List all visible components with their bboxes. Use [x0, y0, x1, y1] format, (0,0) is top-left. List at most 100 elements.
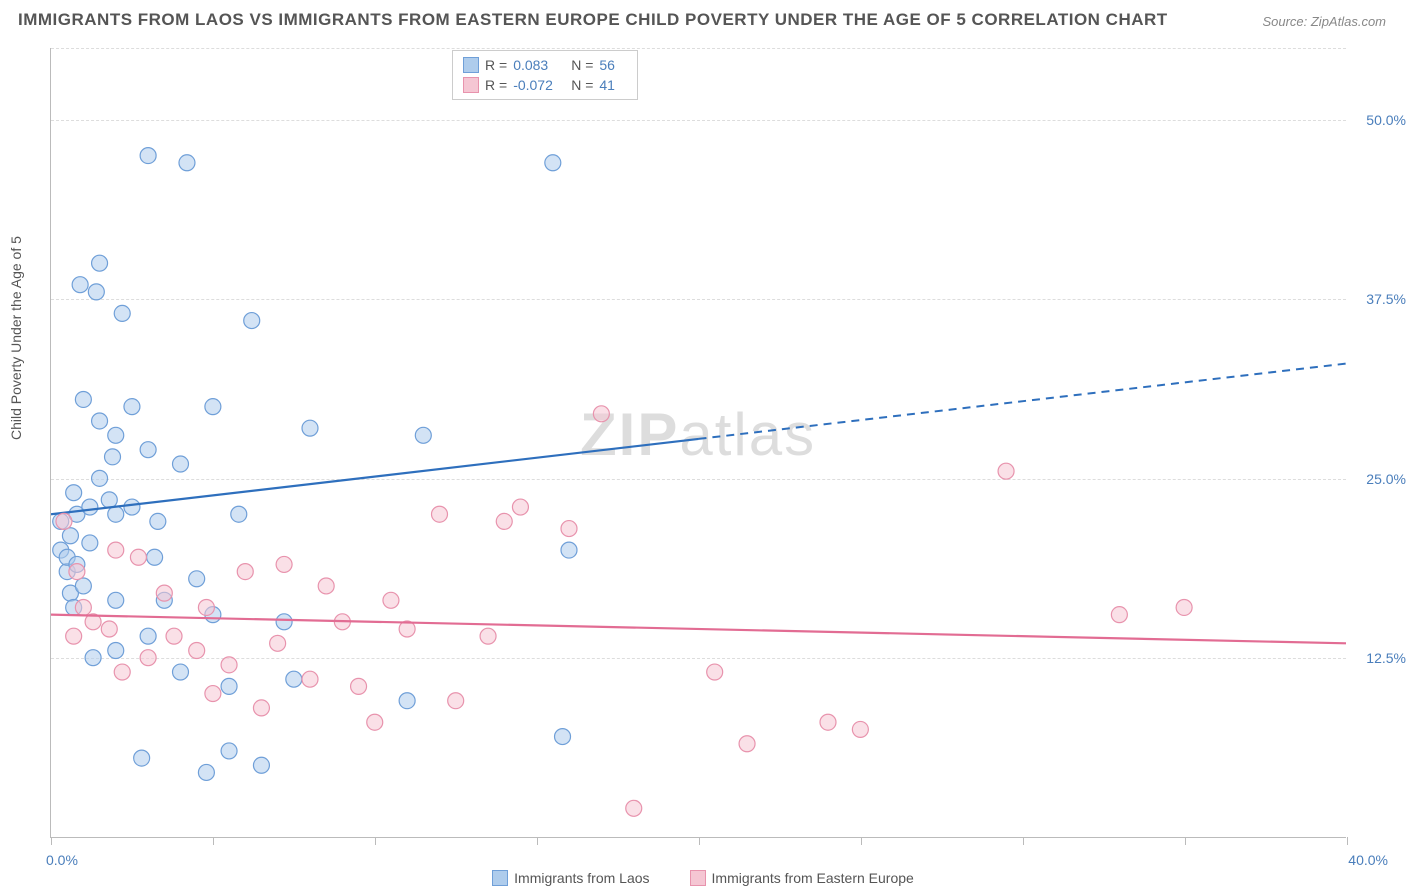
legend-swatch-laos — [492, 870, 508, 886]
data-point — [156, 585, 172, 601]
stats-row-laos: R = 0.083 N = 56 — [463, 55, 627, 75]
data-point — [276, 556, 292, 572]
data-point — [140, 442, 156, 458]
data-point — [545, 155, 561, 171]
data-point — [108, 643, 124, 659]
data-point — [150, 513, 166, 529]
data-point — [147, 549, 163, 565]
x-axis-min-label: 0.0% — [46, 852, 78, 868]
data-point — [302, 671, 318, 687]
data-point — [66, 485, 82, 501]
data-point — [166, 628, 182, 644]
trend-line-dashed — [699, 364, 1347, 439]
stats-swatch-laos — [463, 57, 479, 73]
data-point — [140, 148, 156, 164]
chart-area: 12.5%25.0%37.5%50.0% — [50, 48, 1346, 838]
data-point — [101, 492, 117, 508]
data-point — [205, 686, 221, 702]
xtick — [699, 837, 700, 845]
data-point — [221, 743, 237, 759]
data-point — [237, 564, 253, 580]
data-point — [561, 521, 577, 537]
data-point — [75, 578, 91, 594]
data-point — [92, 470, 108, 486]
data-point — [707, 664, 723, 680]
data-point — [101, 621, 117, 637]
data-point — [108, 427, 124, 443]
data-point — [56, 513, 72, 529]
r-value-laos: 0.083 — [513, 57, 565, 73]
data-point — [173, 456, 189, 472]
data-point — [561, 542, 577, 558]
data-point — [593, 406, 609, 422]
data-point — [852, 721, 868, 737]
data-point — [189, 571, 205, 587]
xtick — [51, 837, 52, 845]
data-point — [383, 592, 399, 608]
data-point — [82, 499, 98, 515]
chart-title: IMMIGRANTS FROM LAOS VS IMMIGRANTS FROM … — [18, 10, 1168, 30]
r-value-eeu: -0.072 — [513, 77, 565, 93]
data-point — [555, 729, 571, 745]
data-point — [72, 277, 88, 293]
data-point — [88, 284, 104, 300]
legend-swatch-eeu — [690, 870, 706, 886]
data-point — [432, 506, 448, 522]
xtick — [1347, 837, 1348, 845]
correlation-stats-box: R = 0.083 N = 56 R = -0.072 N = 41 — [452, 50, 638, 100]
data-point — [198, 764, 214, 780]
data-point — [85, 650, 101, 666]
data-point — [351, 678, 367, 694]
data-point — [480, 628, 496, 644]
source-label: Source: ZipAtlas.com — [1262, 14, 1386, 29]
data-point — [173, 664, 189, 680]
r-label: R = — [485, 77, 507, 93]
data-point — [114, 664, 130, 680]
data-point — [253, 757, 269, 773]
legend-item-eeu: Immigrants from Eastern Europe — [690, 870, 914, 886]
data-point — [189, 643, 205, 659]
data-point — [998, 463, 1014, 479]
data-point — [92, 413, 108, 429]
data-point — [1176, 599, 1192, 615]
scatter-plot-svg — [51, 48, 1346, 837]
trend-line-solid — [51, 615, 1346, 644]
legend-label-laos: Immigrants from Laos — [514, 870, 649, 886]
xtick — [213, 837, 214, 845]
n-value-eeu: 41 — [599, 77, 627, 93]
data-point — [626, 800, 642, 816]
xtick — [375, 837, 376, 845]
xtick — [1023, 837, 1024, 845]
legend-bottom: Immigrants from Laos Immigrants from Eas… — [0, 870, 1406, 886]
xtick — [537, 837, 538, 845]
data-point — [69, 564, 85, 580]
data-point — [302, 420, 318, 436]
data-point — [276, 614, 292, 630]
ytick-label: 25.0% — [1352, 471, 1406, 487]
data-point — [62, 528, 78, 544]
data-point — [140, 650, 156, 666]
data-point — [92, 255, 108, 271]
data-point — [105, 449, 121, 465]
data-point — [124, 499, 140, 515]
data-point — [66, 628, 82, 644]
data-point — [367, 714, 383, 730]
stats-swatch-eeu — [463, 77, 479, 93]
xtick — [861, 837, 862, 845]
ytick-label: 37.5% — [1352, 291, 1406, 307]
data-point — [231, 506, 247, 522]
data-point — [286, 671, 302, 687]
data-point — [124, 399, 140, 415]
data-point — [108, 542, 124, 558]
data-point — [318, 578, 334, 594]
data-point — [108, 592, 124, 608]
data-point — [82, 535, 98, 551]
legend-label-eeu: Immigrants from Eastern Europe — [712, 870, 914, 886]
x-axis-max-label: 40.0% — [1348, 852, 1388, 868]
xtick — [1185, 837, 1186, 845]
n-label: N = — [571, 57, 593, 73]
data-point — [270, 635, 286, 651]
data-point — [134, 750, 150, 766]
data-point — [75, 599, 91, 615]
data-point — [221, 657, 237, 673]
